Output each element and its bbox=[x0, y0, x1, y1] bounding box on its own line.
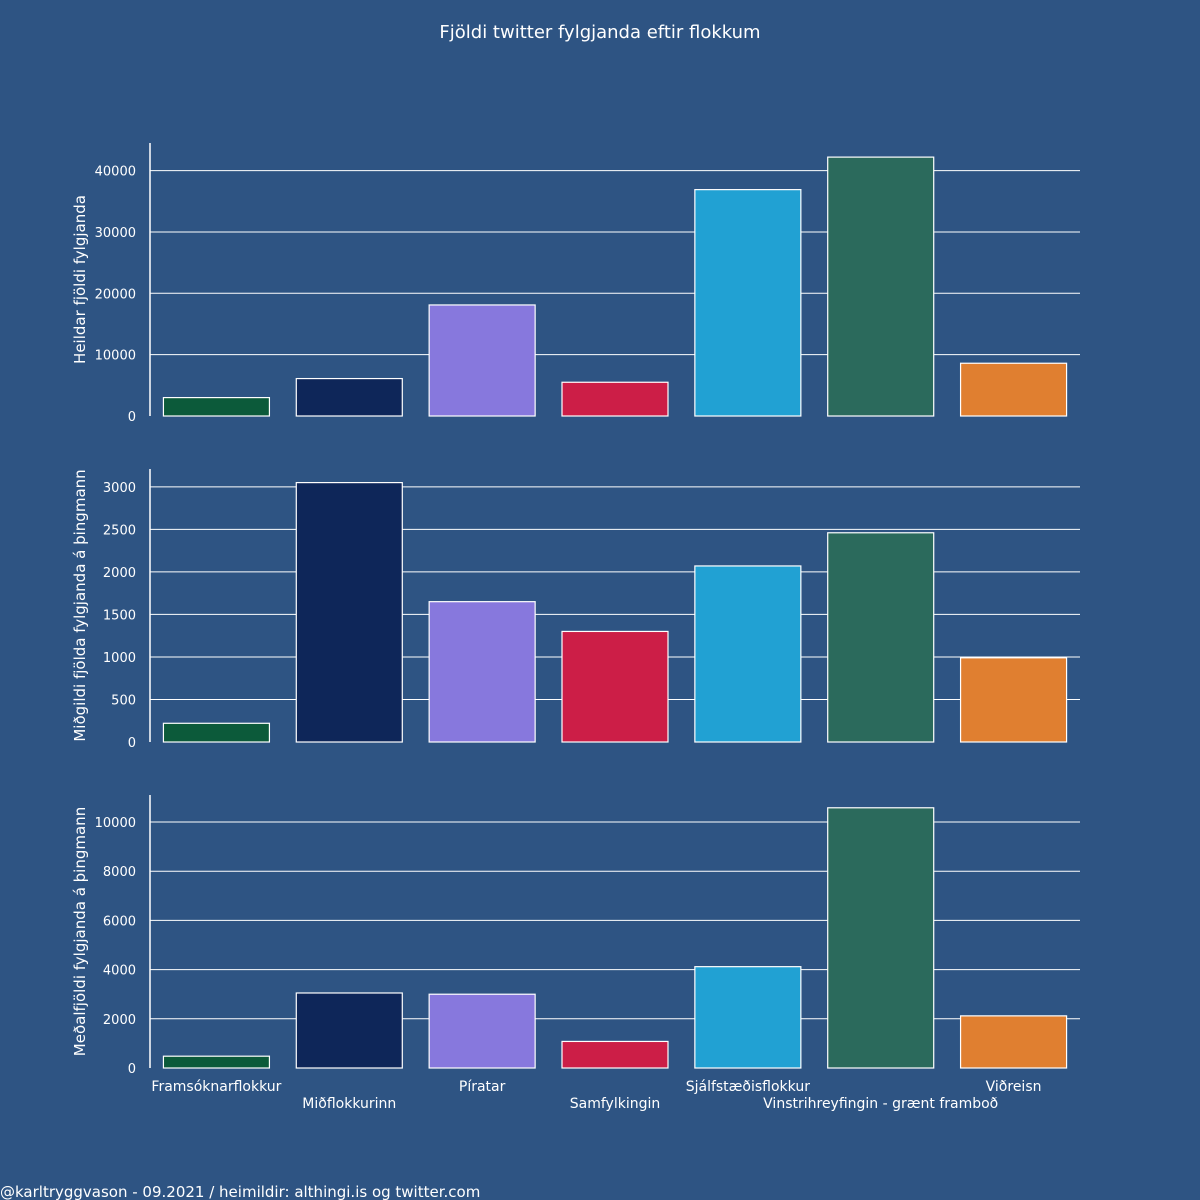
x-tick-label: Miðflokkurinn bbox=[302, 1096, 396, 1112]
y-tick-label: 40000 bbox=[95, 165, 136, 180]
y-tick-label: 1000 bbox=[103, 651, 136, 666]
bar-vinstrihreyfingin-gr-nt-frambo- bbox=[827, 156, 935, 417]
bar-vi-reisn bbox=[959, 657, 1068, 743]
chart-panel-2: 0 500 1000 1500 2000 2500 3000 Miðgildi fjölda … bbox=[71, 469, 1080, 751]
x-tick-label: Sjálfstæðisflokkur bbox=[686, 1079, 810, 1095]
bar-frams-knarflokkur bbox=[162, 722, 271, 743]
bar-p-ratar bbox=[428, 601, 536, 743]
bar-sj-lfst-isflokkur bbox=[694, 189, 802, 417]
y-tick-label: 8000 bbox=[103, 865, 136, 880]
y-tick-label: 20000 bbox=[95, 287, 136, 302]
bar-samfylkingin bbox=[561, 381, 669, 417]
x-tick-label: Viðreisn bbox=[986, 1079, 1042, 1095]
y-tick-label: 500 bbox=[111, 693, 136, 708]
footer-credit: @karltryggvason - 09.2021 / heimildir: a… bbox=[0, 1183, 480, 1200]
bar-sj-lfst-isflokkur bbox=[694, 565, 802, 743]
y-axis-label: Heildar fjöldi fylgjanda bbox=[71, 195, 89, 364]
x-tick-label: Samfylkingin bbox=[570, 1096, 660, 1112]
x-tick-label: Píratar bbox=[459, 1079, 506, 1095]
y-tick-label: 0 bbox=[128, 736, 136, 751]
y-tick-label: 4000 bbox=[103, 964, 136, 979]
y-tick-label: 30000 bbox=[95, 226, 136, 241]
y-axis-label: Miðgildi fjölda fylgjanda á þingmann bbox=[71, 469, 89, 741]
y-tick-label: 2500 bbox=[103, 523, 136, 538]
bar-samfylkingin bbox=[561, 1040, 669, 1069]
y-tick-label: 0 bbox=[128, 410, 136, 425]
bar-frams-knarflokkur bbox=[162, 396, 271, 417]
bar-vinstrihreyfingin-gr-nt-frambo- bbox=[827, 532, 935, 743]
bar-frams-knarflokkur bbox=[162, 1055, 271, 1069]
bar-mi-flokkurinn bbox=[295, 992, 403, 1069]
bar-vi-reisn bbox=[959, 362, 1068, 417]
y-tick-label: 6000 bbox=[103, 914, 136, 929]
y-axis-label: Meðalfjöldi fylgjanda á þingmann bbox=[71, 807, 89, 1056]
bar-mi-flokkurinn bbox=[295, 482, 403, 743]
chart-panel-1: 0 10000 20000 30000 40000 Heildar fjöldi fylg… bbox=[71, 143, 1080, 425]
y-tick-label: 1500 bbox=[103, 608, 136, 623]
bar-p-ratar bbox=[428, 993, 536, 1069]
chart-title: Fjöldi twitter fylgjanda eftir flokkum bbox=[439, 22, 760, 43]
y-tick-label: 10000 bbox=[95, 816, 136, 831]
y-tick-label: 10000 bbox=[95, 349, 136, 364]
bar-mi-flokkurinn bbox=[295, 377, 403, 417]
bar-sj-lfst-isflokkur bbox=[694, 966, 802, 1069]
bar-vi-reisn bbox=[959, 1015, 1068, 1069]
y-tick-label: 0 bbox=[128, 1062, 136, 1077]
bar-samfylkingin bbox=[561, 630, 669, 743]
x-tick-label: Vinstrihreyfingin - grænt framboð bbox=[763, 1096, 998, 1112]
bar-p-ratar bbox=[428, 304, 536, 417]
bar-vinstrihreyfingin-gr-nt-frambo- bbox=[827, 807, 935, 1069]
x-tick-label: Framsóknarflokkur bbox=[151, 1079, 281, 1095]
y-tick-label: 2000 bbox=[103, 566, 136, 581]
y-tick-label: 2000 bbox=[103, 1013, 136, 1028]
y-tick-label: 3000 bbox=[103, 481, 136, 496]
chart-panel-3: 0 2000 4000 6000 8000 10000 Meðalfjöldi fylgja… bbox=[71, 795, 1080, 1112]
